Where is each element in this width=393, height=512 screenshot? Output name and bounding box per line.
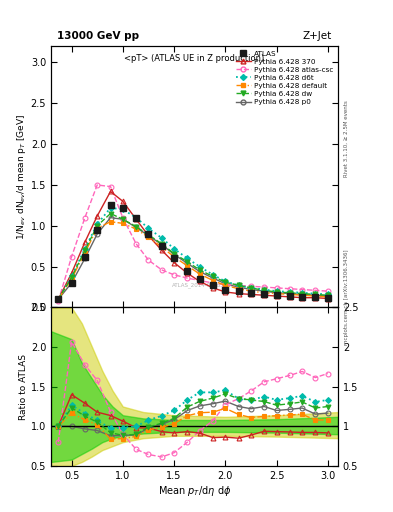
- Y-axis label: 1/N$_{ev}$ dN$_{ev}$/d mean p$_T$ [GeV]: 1/N$_{ev}$ dN$_{ev}$/d mean p$_T$ [GeV]: [15, 114, 28, 240]
- Text: mcplots.cern.ch [arXiv:1306.3436]: mcplots.cern.ch [arXiv:1306.3436]: [344, 249, 349, 345]
- Text: Rivet 3.1.10, ≥ 2.5M events: Rivet 3.1.10, ≥ 2.5M events: [344, 100, 349, 177]
- Text: 13000 GeV pp: 13000 GeV pp: [57, 31, 139, 41]
- Text: <pT> (ATLAS UE in Z production): <pT> (ATLAS UE in Z production): [125, 54, 264, 63]
- X-axis label: Mean $p_T$/d$\eta$ d$\phi$: Mean $p_T$/d$\eta$ d$\phi$: [158, 483, 231, 498]
- Text: Z+Jet: Z+Jet: [303, 31, 332, 41]
- Text: ATLAS_2014-05_d53-x1-y1: ATLAS_2014-05_d53-x1-y1: [172, 283, 246, 288]
- Legend: ATLAS, Pythia 6.428 370, Pythia 6.428 atlas-csc, Pythia 6.428 d6t, Pythia 6.428 : ATLAS, Pythia 6.428 370, Pythia 6.428 at…: [233, 48, 336, 108]
- Y-axis label: Ratio to ATLAS: Ratio to ATLAS: [19, 354, 28, 420]
